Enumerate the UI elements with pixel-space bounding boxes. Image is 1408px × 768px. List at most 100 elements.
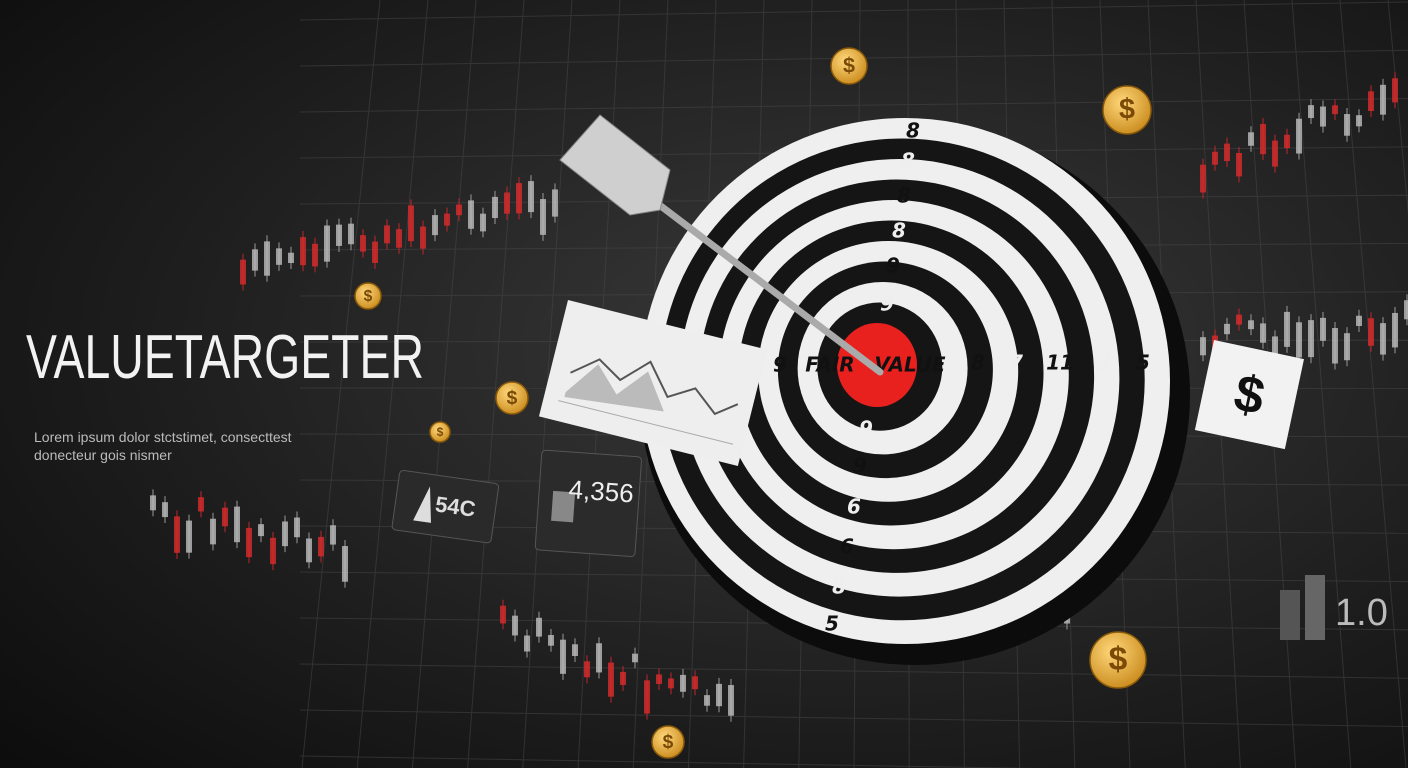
candle xyxy=(492,196,498,219)
card-value: 4,356 xyxy=(568,474,635,508)
candle xyxy=(408,205,414,242)
candle xyxy=(210,518,216,545)
candle xyxy=(324,225,330,262)
candle xyxy=(1224,323,1230,335)
grid-line xyxy=(299,1,1408,21)
subtitle: Lorem ipsum dolor stctstimet, consecttes… xyxy=(34,429,292,445)
candle xyxy=(432,215,438,236)
candle xyxy=(540,199,546,235)
candle xyxy=(504,192,510,214)
candle xyxy=(516,183,522,214)
ring-number: 5 xyxy=(1136,351,1150,375)
coin-symbol: $ xyxy=(843,53,855,78)
candle xyxy=(524,635,530,652)
candle xyxy=(1200,337,1206,356)
subtitle: donecteur gois nismer xyxy=(34,447,172,463)
arrow xyxy=(559,114,884,376)
grid-line xyxy=(299,755,1037,768)
candle xyxy=(1368,318,1374,346)
candle xyxy=(384,225,390,244)
candle xyxy=(552,189,558,217)
candle xyxy=(336,224,342,246)
ring-number: 9 xyxy=(853,454,867,478)
candle xyxy=(1392,312,1398,348)
candle xyxy=(692,676,698,690)
candle xyxy=(656,674,662,684)
candle xyxy=(246,527,252,558)
candle xyxy=(150,495,156,511)
coin xyxy=(495,381,529,415)
coin-symbol: $ xyxy=(507,388,518,409)
candle xyxy=(1392,78,1398,103)
candle xyxy=(560,639,566,674)
grid-line xyxy=(411,0,477,768)
candle xyxy=(1308,320,1314,358)
candle xyxy=(198,497,204,512)
candle xyxy=(680,674,686,692)
candle xyxy=(1332,328,1338,364)
ring-number: 8 xyxy=(971,351,985,375)
candle xyxy=(1260,123,1266,155)
candle xyxy=(608,662,614,697)
coin xyxy=(651,725,685,759)
candle xyxy=(312,243,318,267)
candle xyxy=(1320,106,1326,127)
ring-number: 8 xyxy=(906,119,920,143)
candle xyxy=(276,248,282,265)
candle xyxy=(252,249,258,271)
candle xyxy=(288,252,294,264)
card: 1.0 xyxy=(1280,575,1388,640)
candle xyxy=(270,537,276,565)
candle xyxy=(234,506,240,543)
candle xyxy=(512,615,518,636)
candle xyxy=(668,678,674,689)
candle xyxy=(1320,317,1326,341)
candle xyxy=(1272,336,1278,361)
candle xyxy=(728,685,734,716)
grid-line xyxy=(1339,0,1407,768)
candle xyxy=(360,235,366,252)
candle xyxy=(1368,91,1374,111)
candle xyxy=(1248,132,1254,146)
candle xyxy=(372,241,378,263)
candle xyxy=(572,644,578,657)
candle xyxy=(1236,152,1242,177)
candle xyxy=(644,680,650,714)
candle xyxy=(240,259,246,285)
candle xyxy=(306,538,312,563)
candle xyxy=(528,181,534,213)
candle xyxy=(162,502,168,518)
candle xyxy=(342,546,348,582)
bullseye xyxy=(837,323,917,407)
coin-symbol: $ xyxy=(1119,94,1135,126)
ring-number: 9 xyxy=(859,417,873,441)
grid-line xyxy=(299,98,1408,113)
coin xyxy=(354,282,382,310)
coins: $ $ $ $ $ $ $ xyxy=(354,47,1152,759)
chart-card xyxy=(538,300,767,467)
candle xyxy=(456,204,462,216)
candle xyxy=(258,524,264,537)
candle xyxy=(1284,311,1290,347)
candle xyxy=(444,213,450,226)
dollar-card: $ xyxy=(1194,340,1304,450)
center-label: FAIR xyxy=(805,353,854,377)
coin xyxy=(830,47,868,85)
card: 4,356 xyxy=(534,449,642,557)
coin xyxy=(1089,631,1147,689)
candle xyxy=(1200,164,1206,193)
candle xyxy=(596,643,602,673)
center-label: VALUE xyxy=(874,353,945,377)
candle xyxy=(420,226,426,249)
candle xyxy=(548,635,554,646)
candle xyxy=(480,213,486,232)
coin xyxy=(1102,85,1152,135)
ring-number: 8 xyxy=(892,219,906,243)
ring-number: 3 xyxy=(1097,351,1111,375)
candle xyxy=(318,536,324,557)
title: VALUETARGETER xyxy=(26,323,424,392)
ring-number: 9 xyxy=(886,254,900,278)
